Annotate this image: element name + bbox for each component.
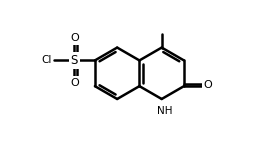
Text: O: O (203, 80, 212, 90)
Text: NH: NH (156, 106, 172, 116)
Text: S: S (71, 54, 78, 67)
Text: O: O (70, 78, 79, 88)
Text: Cl: Cl (41, 55, 52, 65)
Text: O: O (70, 33, 79, 43)
